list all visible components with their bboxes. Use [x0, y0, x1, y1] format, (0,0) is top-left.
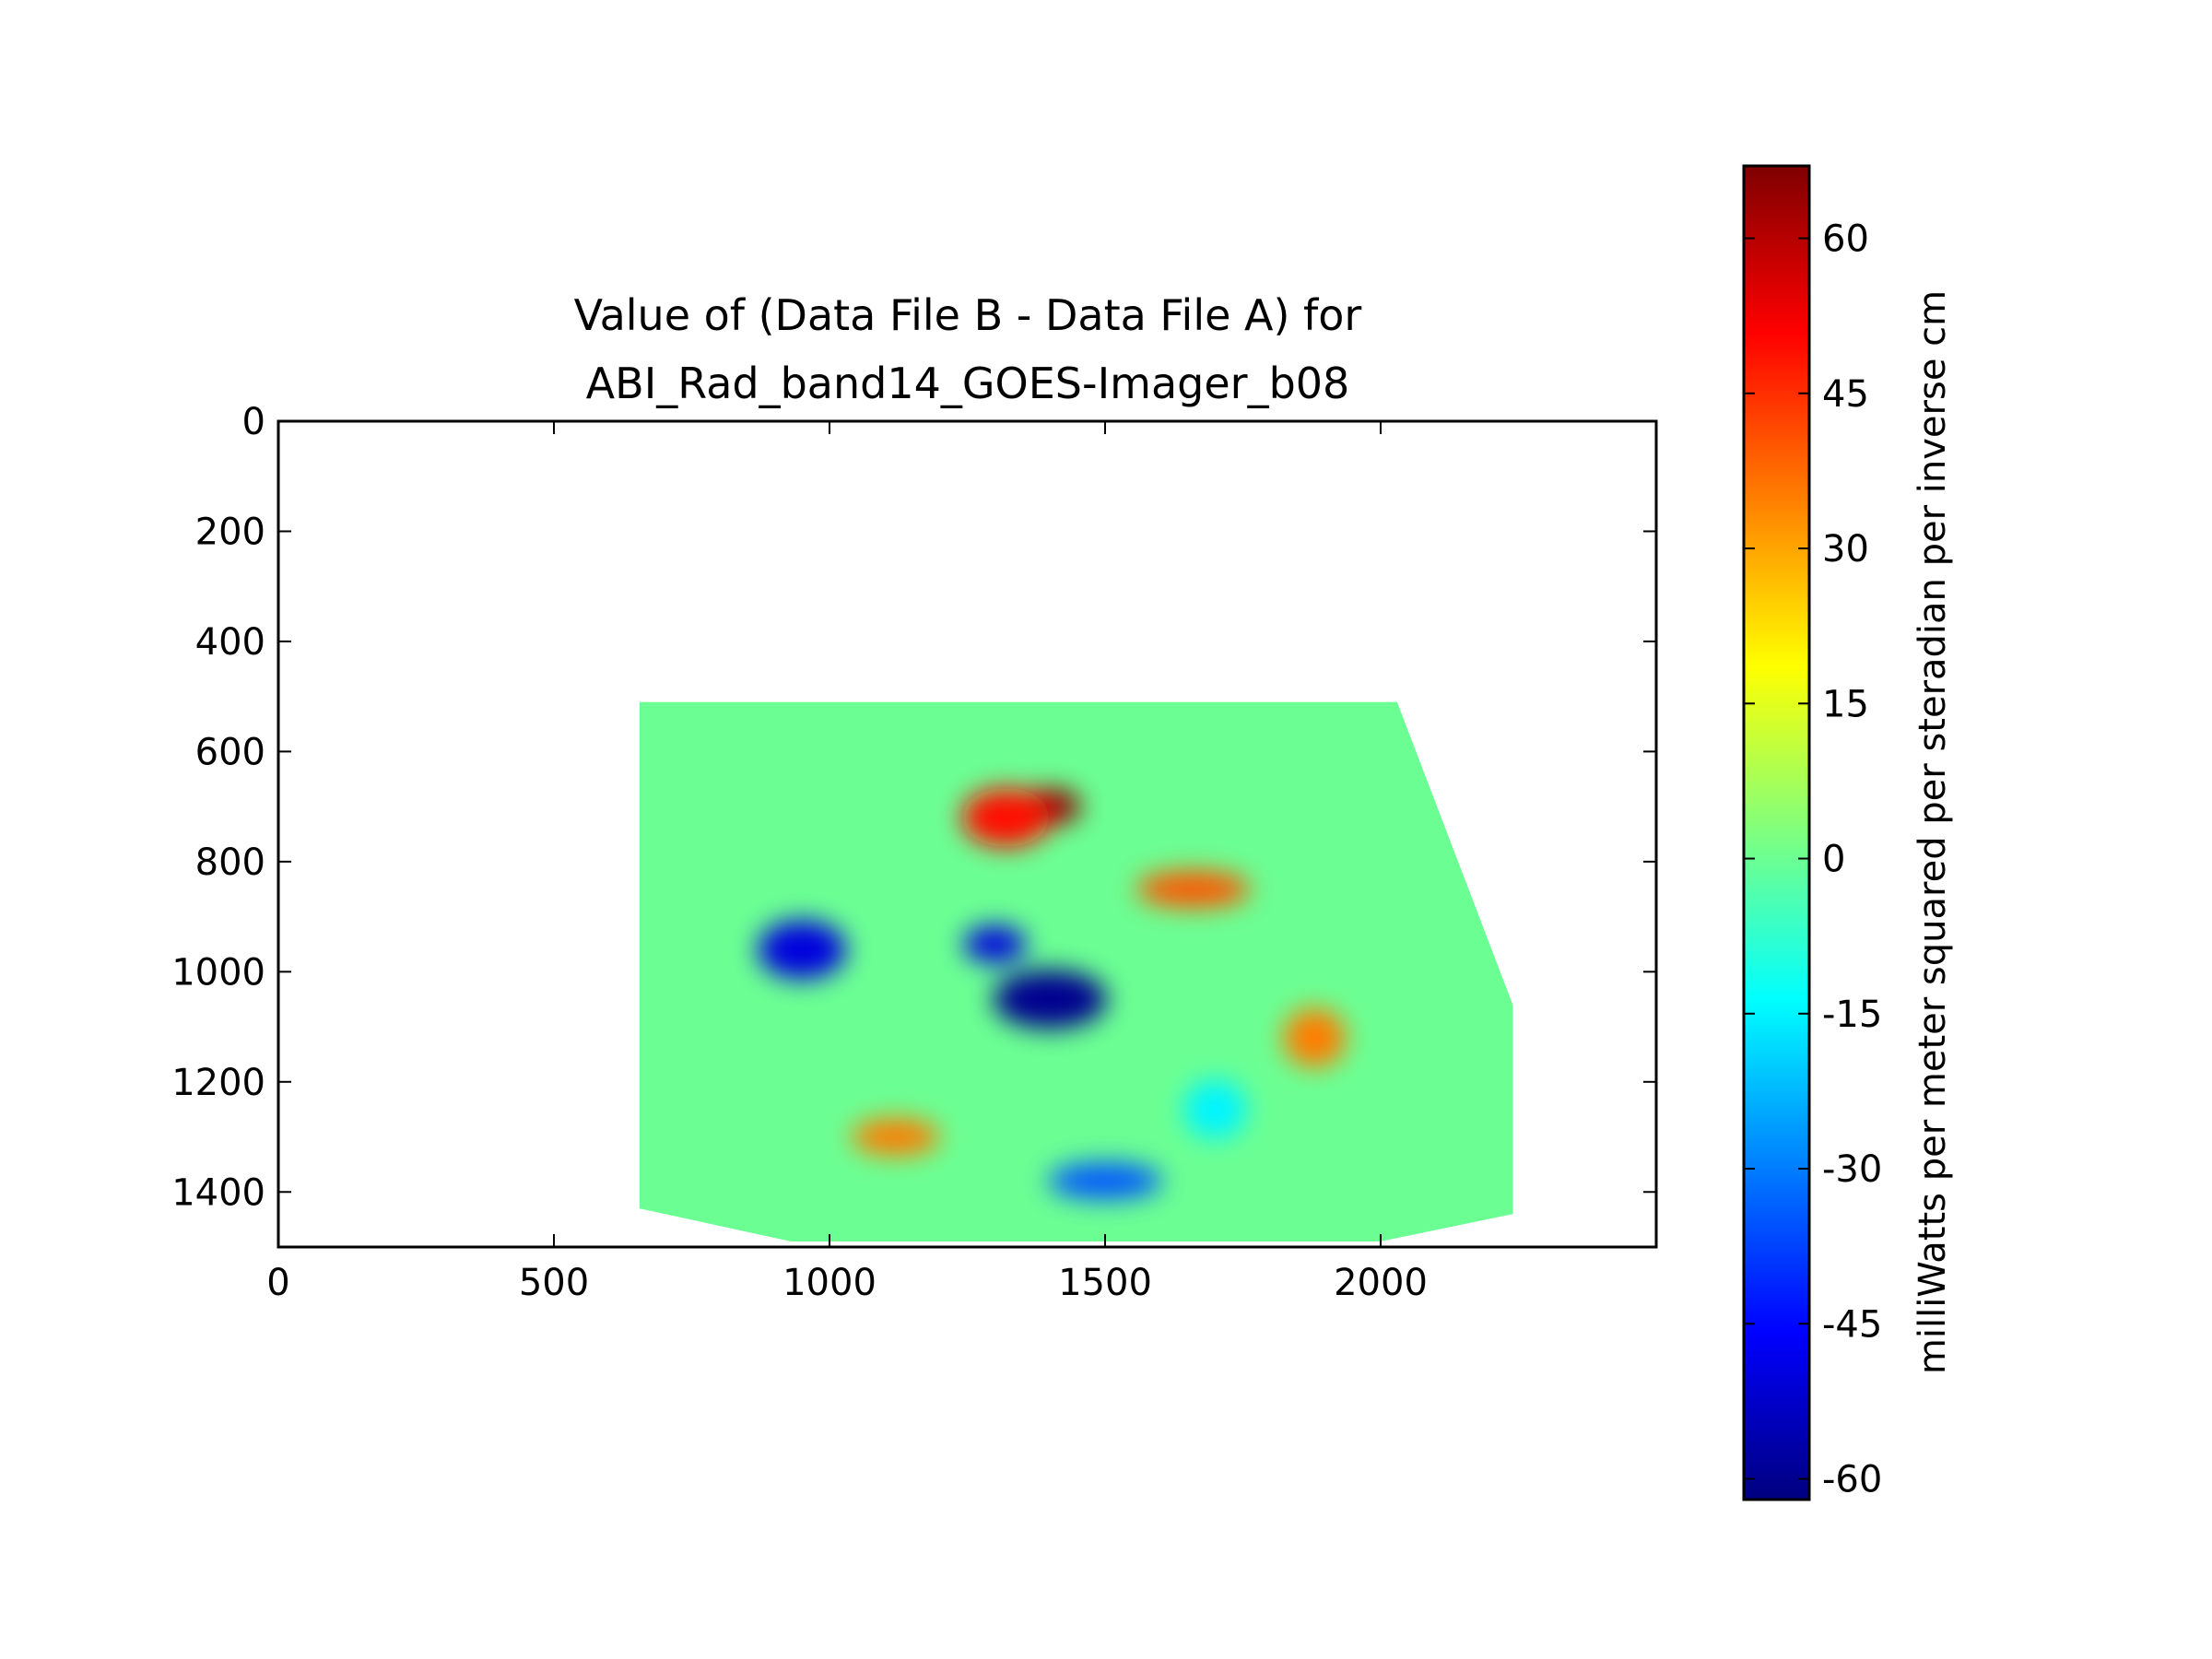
colorbar-tick-label: -45: [1822, 1303, 1882, 1346]
colorbar-tick-label: 60: [1822, 218, 1869, 261]
chart-title-line-2: ABI_Rad_band14_GOES-Imager_b08: [586, 359, 1350, 408]
colorbar-tick-label: -30: [1822, 1148, 1882, 1191]
x-tick-label: 1000: [782, 1262, 877, 1304]
y-tick-label: 1200: [171, 1062, 265, 1104]
colorbar-gradient: [1742, 164, 1811, 1501]
y-axis: 0 200 400 600 800 1000 1200 1400: [171, 401, 1656, 1214]
x-tick-label: 1500: [1058, 1262, 1152, 1304]
y-tick-label: 800: [195, 841, 265, 884]
heatmap-feature: [1183, 1079, 1247, 1139]
colorbar-tick-label: -60: [1822, 1459, 1882, 1501]
x-tick-label: 500: [519, 1262, 589, 1304]
colorbar-tick-label: 45: [1822, 373, 1869, 416]
heatmap-feature: [963, 925, 1027, 963]
colorbar-tick-label: 0: [1822, 839, 1845, 881]
x-axis: 0 500 1000 1500 2000: [266, 421, 1428, 1304]
y-tick-label: 600: [195, 731, 265, 773]
heatmap-feature: [993, 970, 1108, 1030]
colorbar-ticks: 60 45 30 15 0 -15 -30 -45 -60: [1744, 218, 1882, 1501]
y-tick-label: 1000: [171, 951, 265, 994]
colorbar: 60 45 30 15 0 -15 -30 -45 -60 milliWatts per met…: [1742, 164, 1954, 1501]
heatmap-feature: [851, 1118, 940, 1156]
heatmap-base: [639, 701, 1513, 1241]
y-tick-label: 200: [195, 511, 265, 553]
heatmap-feature: [1135, 870, 1251, 908]
colorbar-tick-label: -15: [1822, 994, 1882, 1036]
x-tick-label: 0: [266, 1262, 289, 1304]
heatmap-feature: [961, 788, 1051, 848]
colorbar-label: milliWatts per meter squared per steradi…: [1912, 290, 1954, 1374]
colorbar-tick-label: 15: [1822, 683, 1869, 725]
y-tick-label: 0: [242, 401, 265, 443]
heatmap-field: [639, 701, 1513, 1241]
heatmap-feature: [1283, 1008, 1347, 1068]
y-tick-label: 400: [195, 621, 265, 664]
plot-frame: [276, 419, 1658, 1249]
heatmap-feature: [758, 920, 847, 980]
plot-area: 0 500 1000 1500 2000 0 200 400 600 800 1000 1200 14…: [171, 401, 1658, 1304]
heatmap-feature: [1048, 1162, 1162, 1200]
colorbar-tick-label: 30: [1822, 528, 1869, 571]
y-tick-label: 1400: [171, 1171, 265, 1214]
x-tick-label: 2000: [1334, 1262, 1428, 1304]
chart-title-line-1: Value of (Data File B - Data File A) for: [574, 290, 1362, 340]
